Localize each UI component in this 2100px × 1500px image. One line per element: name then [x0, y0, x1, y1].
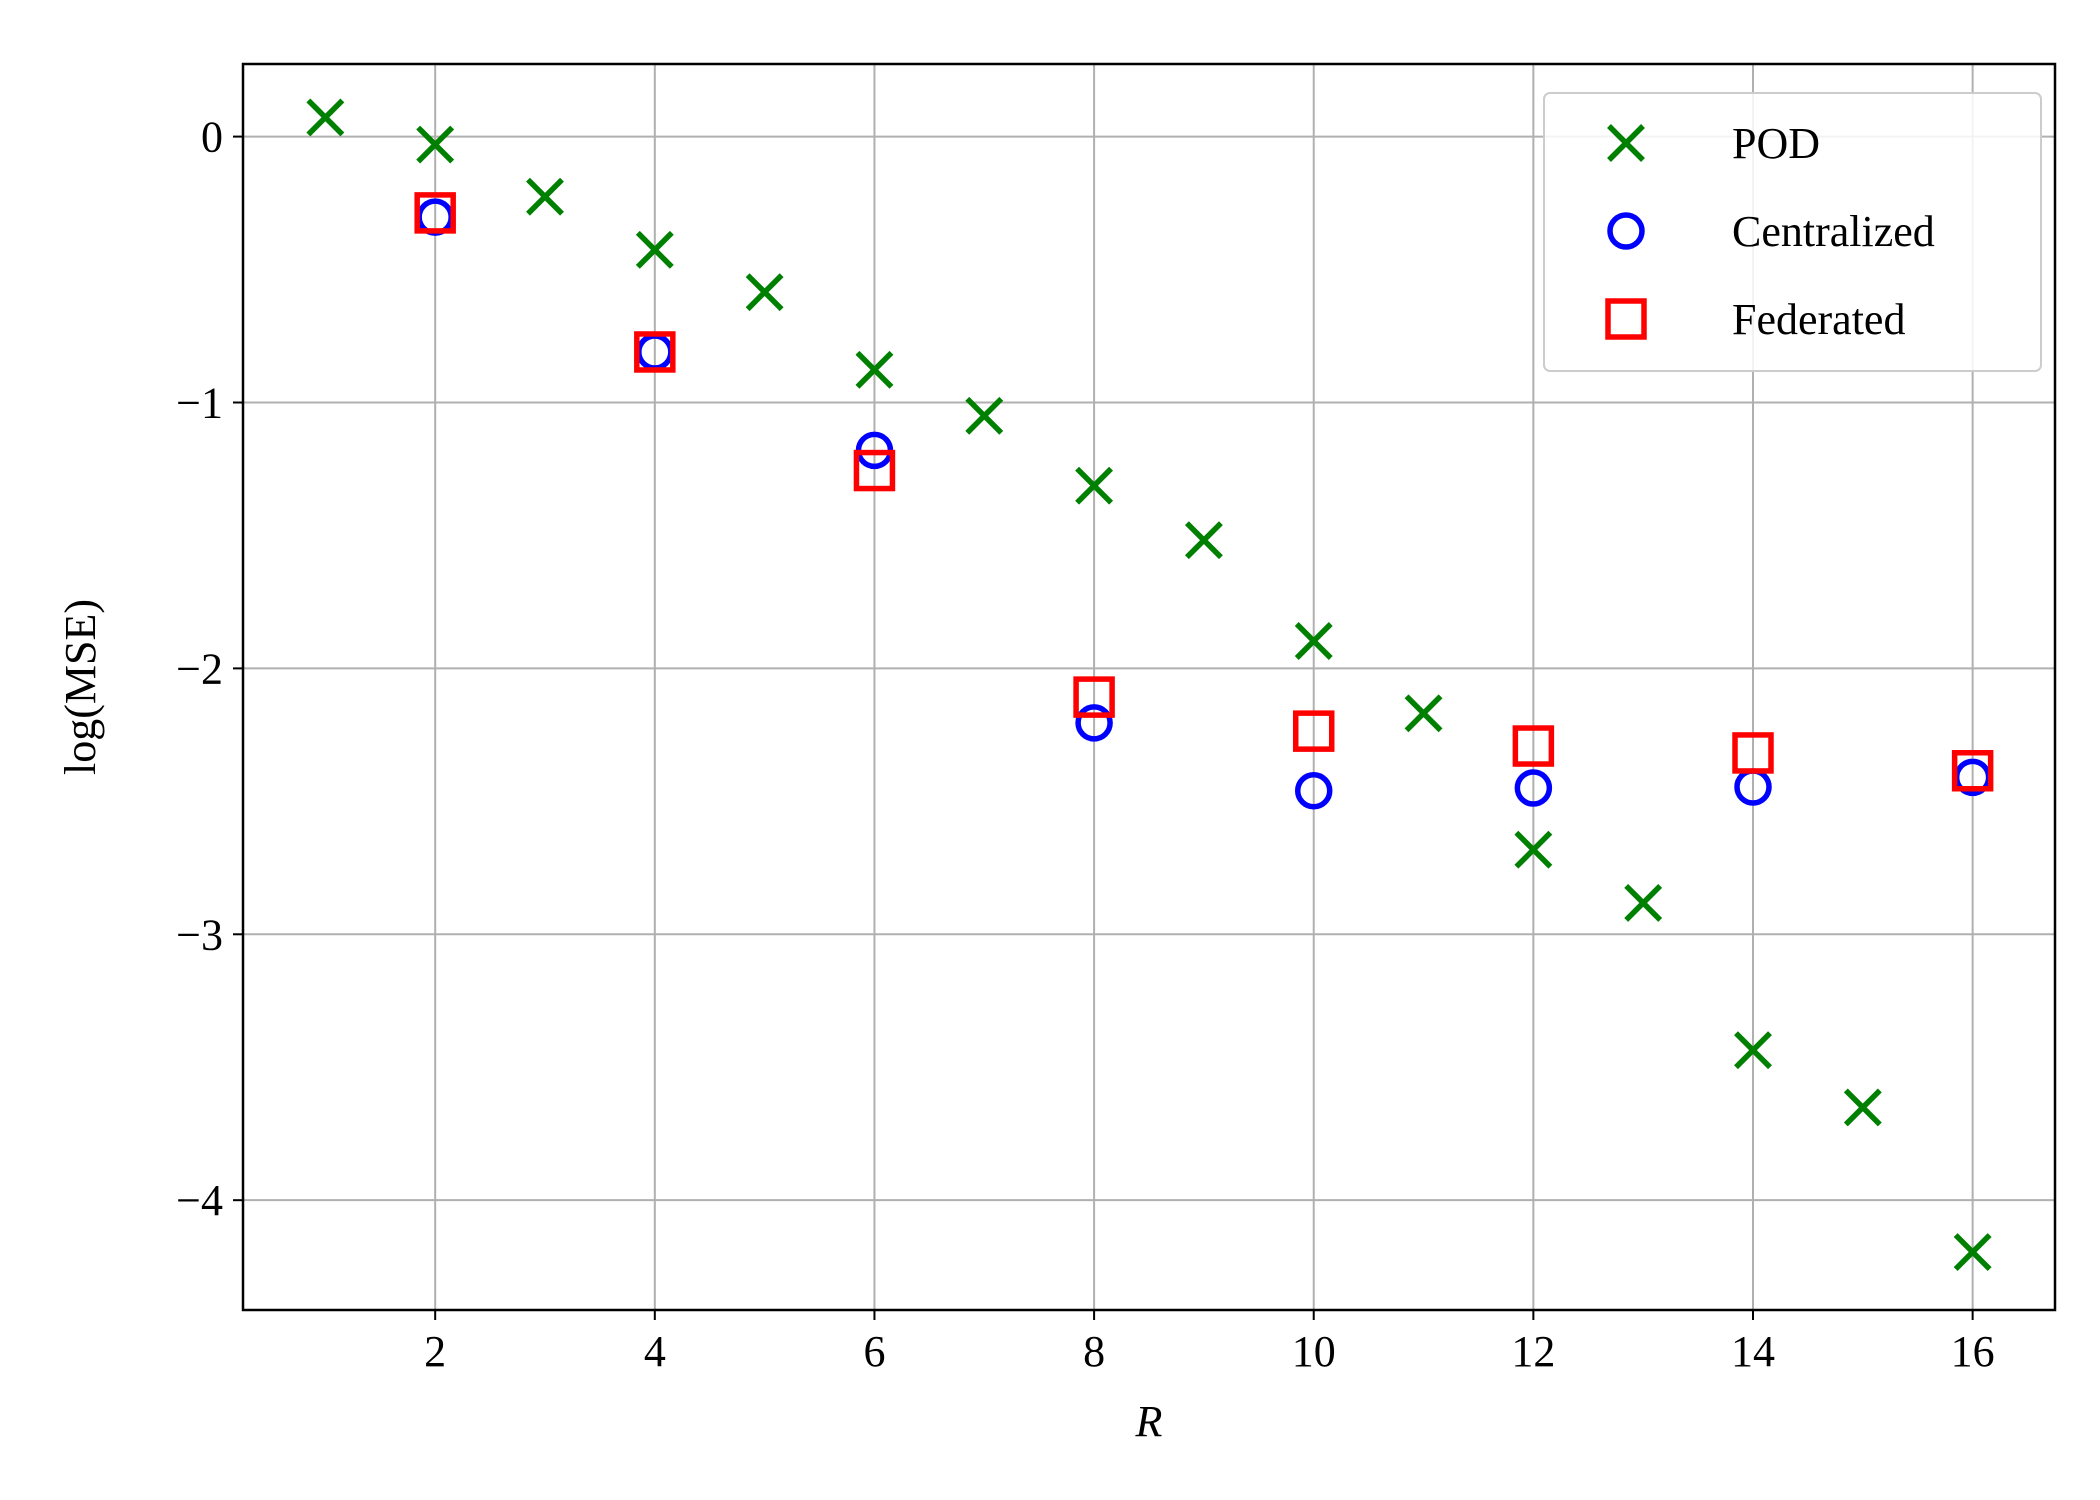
marker-square: [1512, 725, 1555, 767]
marker-square: [853, 449, 896, 492]
marker-x: [1953, 1233, 1992, 1271]
y-tick-label: −4: [176, 1176, 223, 1225]
x-tick-label: 16: [1951, 1327, 1995, 1376]
y-tick-label: −3: [176, 910, 223, 959]
x-tick-label: 2: [424, 1327, 446, 1376]
legend-label: Centralized: [1732, 207, 1935, 256]
legend-label: Federated: [1732, 295, 1905, 344]
legend-marker: [1607, 212, 1645, 250]
marker-x: [855, 350, 894, 389]
marker-stroke: [1514, 830, 1553, 869]
marker-stroke: [1624, 883, 1663, 922]
marker-x: [1514, 830, 1553, 869]
marker-x: [1404, 694, 1443, 733]
marker-x: [745, 273, 784, 312]
marker-square: [414, 192, 456, 234]
marker-square: [1732, 732, 1774, 774]
marker-x: [635, 230, 674, 269]
marker-stroke: [1404, 694, 1443, 733]
marker-stroke: [1294, 622, 1333, 660]
x-tick-label: 8: [1083, 1327, 1105, 1376]
marker-x: [416, 125, 455, 164]
marker-x: [1843, 1088, 1882, 1127]
y-tick-label: −1: [176, 378, 223, 427]
marker-stroke: [1607, 124, 1645, 162]
marker-stroke: [635, 230, 674, 269]
legend-box: [1543, 92, 2042, 372]
y-tick-label: 0: [201, 113, 223, 162]
y-tick-label: −2: [176, 644, 223, 693]
marker-square: [1951, 750, 1994, 792]
marker-x: [965, 396, 1004, 435]
marker-square: [634, 331, 676, 373]
marker-stroke: [526, 177, 564, 216]
marker-stroke: [416, 125, 455, 164]
marker-x: [306, 98, 345, 137]
x-tick-label: 4: [644, 1327, 666, 1376]
marker-x: [1294, 622, 1333, 660]
marker-x: [1734, 1031, 1772, 1070]
x-tick-label: 14: [1731, 1327, 1775, 1376]
marker-square: [1073, 676, 1115, 718]
marker-x: [1624, 883, 1663, 922]
marker-stroke: [1953, 1233, 1992, 1271]
x-tick-label: 10: [1292, 1327, 1336, 1376]
marker-stroke: [965, 396, 1004, 435]
legend-label: POD: [1732, 119, 1820, 168]
marker-stroke: [855, 350, 894, 389]
marker-circle: [1514, 769, 1553, 807]
marker-x: [1184, 521, 1223, 560]
x-tick-label: 6: [863, 1327, 885, 1376]
marker-square: [1292, 710, 1335, 752]
marker-stroke: [1734, 1031, 1772, 1070]
marker-stroke: [1843, 1088, 1882, 1127]
marker-x: [1075, 466, 1114, 505]
marker-stroke: [745, 273, 784, 312]
marker-stroke: [306, 98, 345, 137]
legend-marker: [1607, 124, 1645, 162]
y-axis-label: log(MSE): [56, 599, 105, 775]
marker-circle: [1075, 704, 1113, 742]
marker-stroke: [1184, 521, 1223, 560]
legend-marker: [1605, 298, 1647, 340]
x-axis-label: R: [1135, 1397, 1163, 1446]
marker-circle: [1294, 771, 1333, 810]
marker-x: [526, 177, 564, 216]
plot-frame: [241, 62, 2057, 1312]
x-tick-label: 12: [1511, 1327, 1555, 1376]
marker-stroke: [1075, 466, 1114, 505]
